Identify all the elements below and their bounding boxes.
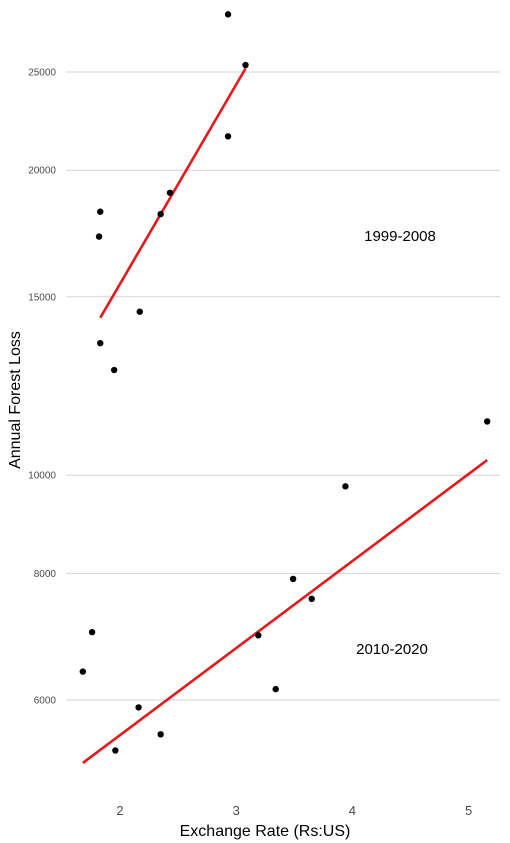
point-s2-8 xyxy=(289,575,297,583)
x-axis-title: Exchange Rate (Rs:US) xyxy=(180,823,351,840)
y-tick-labels: 6000 8000 10000 15000 20000 25000 xyxy=(28,68,56,707)
x-tick-2: 2 xyxy=(116,803,123,818)
point-s2-11 xyxy=(483,418,491,425)
point-s1-4 xyxy=(110,366,118,374)
point-s1-5 xyxy=(136,308,143,315)
point-s2-2 xyxy=(88,628,96,636)
x-tick-3: 3 xyxy=(233,803,240,818)
fit-line-2 xyxy=(82,459,488,765)
period-label-2: 2010-2020 xyxy=(356,641,428,658)
y-tick-25000: 25000 xyxy=(28,68,56,79)
y-tick-15000: 15000 xyxy=(28,292,56,303)
point-s1-7 xyxy=(166,189,174,196)
point-s1-2 xyxy=(97,208,104,215)
point-s2-3 xyxy=(112,747,119,754)
point-s2-6 xyxy=(255,632,262,639)
x-tick-labels: 2 3 4 5 xyxy=(116,803,472,818)
gridlines xyxy=(66,71,500,701)
data-points xyxy=(79,11,491,754)
point-s2-7 xyxy=(272,685,279,693)
period-label-1: 1999-2008 xyxy=(364,228,436,245)
point-s2-5 xyxy=(157,731,164,738)
point-s1-10 xyxy=(242,61,249,69)
point-s1-9 xyxy=(224,133,232,140)
point-s1-1 xyxy=(97,339,104,347)
point-s2-9 xyxy=(308,595,315,603)
y-tick-10000: 10000 xyxy=(28,471,56,482)
y-tick-8000: 8000 xyxy=(34,569,57,580)
x-tick-5: 5 xyxy=(465,803,472,818)
x-tick-4: 4 xyxy=(349,803,356,818)
y-tick-20000: 20000 xyxy=(28,166,56,177)
y-tick-6000: 6000 xyxy=(34,696,57,707)
period-labels: 1999-2008 2010-2020 xyxy=(356,228,436,658)
point-s1-8 xyxy=(224,11,232,18)
point-s2-1 xyxy=(79,668,87,675)
point-s1-6 xyxy=(157,210,164,218)
regression-lines xyxy=(82,67,488,765)
point-s1-3 xyxy=(95,233,103,240)
point-s2-4 xyxy=(135,704,142,711)
y-axis-title: Annual Forest Loss xyxy=(7,331,24,469)
point-s2-10 xyxy=(342,483,349,490)
